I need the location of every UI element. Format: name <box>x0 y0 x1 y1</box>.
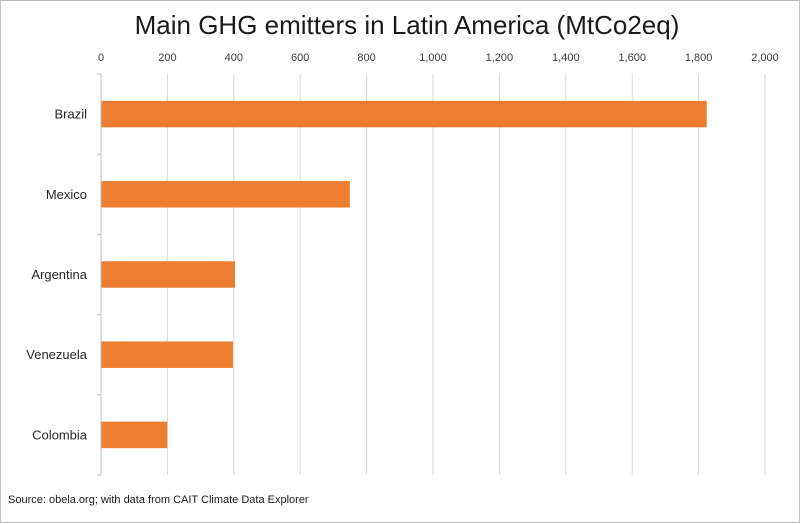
x-tick-label: 1,800 <box>685 52 713 64</box>
bar-argentina <box>101 261 235 288</box>
bar-colombia <box>101 421 168 449</box>
x-tick-label: 1,600 <box>618 52 646 64</box>
category-label: Mexico <box>46 187 87 202</box>
bar-mexico <box>101 181 350 208</box>
x-tick-label: 1,200 <box>486 52 514 64</box>
category-label: Brazil <box>54 107 87 122</box>
category-label: Argentina <box>31 267 87 282</box>
x-tick-label: 200 <box>158 52 176 64</box>
gridlines <box>166 74 766 475</box>
x-tick-label: 1,400 <box>552 52 580 64</box>
category-label: Colombia <box>32 427 88 442</box>
bars <box>101 100 707 449</box>
source-note: Source: obela.org; with data from CAIT C… <box>8 494 309 506</box>
category-label: Venezuela <box>26 347 87 362</box>
x-tick-label: 400 <box>225 52 243 64</box>
chart-title: Main GHG emitters in Latin America (MtCo… <box>135 10 680 40</box>
category-axis <box>97 73 102 476</box>
x-tick-label: 800 <box>357 52 375 64</box>
x-tick-label: 2,000 <box>751 52 779 64</box>
value-axis-ticks: 0 200 400 600 800 1,000 1,200 1,400 1,600 1,800 2,… <box>98 52 779 64</box>
bar-brazil <box>101 100 707 128</box>
category-labels: Brazil Mexico Argentina Venezuela Colombia <box>26 107 87 443</box>
bar-venezuela <box>101 341 233 368</box>
x-tick-label: 1,000 <box>419 52 447 64</box>
x-tick-label: 600 <box>291 52 309 64</box>
x-tick-label: 0 <box>98 52 104 64</box>
